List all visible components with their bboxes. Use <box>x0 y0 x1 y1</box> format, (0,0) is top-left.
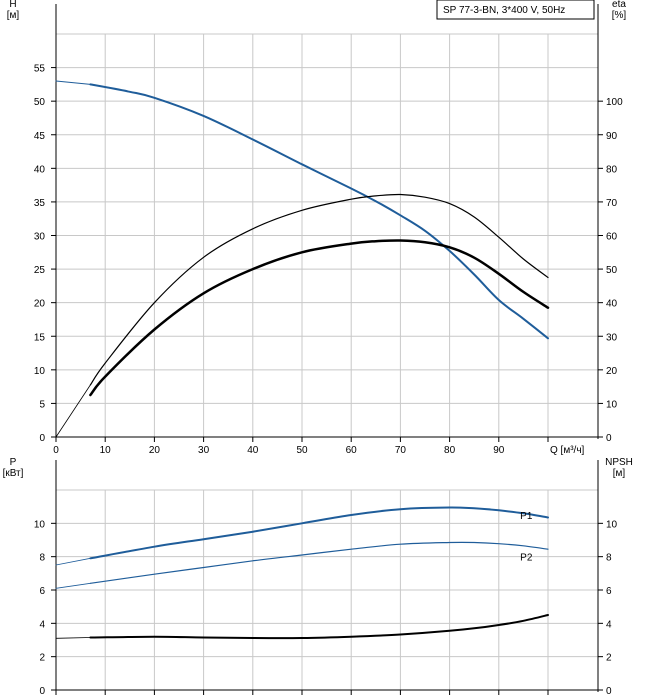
y-left-tick-label: 35 <box>34 198 46 209</box>
power-npsh-panel: 0 2 4 6 8 10 0 2 4 6 8 10 P[кВт] NPSH[м] P1 P2 <box>3 457 633 697</box>
y-left-tick-label: 10 <box>34 366 46 377</box>
y-right-tick-label: 30 <box>606 332 618 343</box>
y-right-tick-label: 100 <box>606 97 623 108</box>
series-H <box>89 83 549 340</box>
y-left-tick-label: 8 <box>39 553 45 564</box>
y-right-tick-label: 2 <box>606 653 612 664</box>
y-left-tick-label: 50 <box>34 97 46 108</box>
y-right-label: NPSH <box>605 457 633 468</box>
x-tick-label: 80 <box>444 445 456 456</box>
y-left-tick-label: 0 <box>39 433 45 444</box>
y-right-tick-label: 20 <box>606 366 618 377</box>
y-left-tick-label: 55 <box>34 64 46 75</box>
y-left-tick-label: 25 <box>34 265 46 276</box>
series-H-extension <box>55 80 91 85</box>
series-P2 <box>89 541 549 584</box>
y-left-unit: [м] <box>7 10 20 21</box>
x-tick-label: 10 <box>100 445 112 456</box>
x-tick-label: 40 <box>247 445 259 456</box>
series-label-P1: P1 <box>520 511 533 522</box>
y-right-unit: [%] <box>612 10 627 21</box>
y-right-tick-label: 90 <box>606 131 618 142</box>
series-NPSH <box>89 614 549 640</box>
chart-title: SP 77-3-BN, 3*400 V, 50Hz <box>443 5 565 16</box>
y-right-label: eta <box>612 0 626 10</box>
y-right-tick-label: 80 <box>606 164 618 175</box>
x-tick-label: 30 <box>198 445 210 456</box>
y-right-tick-label: 10 <box>606 399 618 410</box>
y-left-tick-label: 30 <box>34 232 46 243</box>
y-left-tick-label: 2 <box>39 653 45 664</box>
y-right-tick-label: 8 <box>606 553 612 564</box>
y-right-tick-label: 10 <box>606 519 618 530</box>
y-left-tick-label: 4 <box>39 619 45 630</box>
y-left-tick-label: 45 <box>34 131 46 142</box>
x-tick-label: 0 <box>53 445 59 456</box>
series-P2-extension <box>55 582 91 589</box>
y-right-tick-label: 4 <box>606 619 612 630</box>
y-right-tick-label: 40 <box>606 299 618 310</box>
title-box <box>436 0 595 20</box>
x-tick-label: 90 <box>493 445 505 456</box>
y-right-tick-label: 70 <box>606 198 618 209</box>
y-left-tick-label: 0 <box>39 686 45 697</box>
y-left-tick-label: 5 <box>39 399 45 410</box>
series-label-P2: P2 <box>520 553 533 564</box>
y-left-unit: [кВт] <box>3 468 24 479</box>
y-left-label: H <box>9 0 16 10</box>
series-eta-thick <box>89 239 550 397</box>
series-P1 <box>89 506 549 560</box>
x-tick-label: 60 <box>346 445 358 456</box>
x-axis-label: Q [м³/ч] <box>550 445 585 456</box>
series-P1-extension <box>55 557 91 566</box>
y-right-tick-label: 50 <box>606 265 618 276</box>
y-left-tick-label: 6 <box>39 586 45 597</box>
y-left-tick-label: 15 <box>34 332 46 343</box>
y-left-tick-label: 10 <box>34 519 46 530</box>
y-left-tick-label: 20 <box>34 299 46 310</box>
y-right-tick-label: 6 <box>606 586 612 597</box>
y-right-unit: [м] <box>613 468 626 479</box>
head-efficiency-panel: 0 5 10 15 20 25 30 35 40 45 50 55 0 10 20 30 40 50 60 70 80 9… <box>7 0 627 456</box>
y-right-tick-label: 0 <box>606 686 612 697</box>
x-tick-label: 20 <box>149 445 161 456</box>
x-tick-label: 50 <box>296 445 308 456</box>
series-eta-thin <box>89 193 549 386</box>
series-eta-extension <box>55 384 91 438</box>
series-NPSH-extension <box>55 637 91 639</box>
y-left-tick-label: 40 <box>34 164 46 175</box>
x-tick-label: 70 <box>395 445 407 456</box>
y-right-tick-label: 60 <box>606 232 618 243</box>
y-right-tick-label: 0 <box>606 433 612 444</box>
y-left-label: P <box>10 457 17 468</box>
